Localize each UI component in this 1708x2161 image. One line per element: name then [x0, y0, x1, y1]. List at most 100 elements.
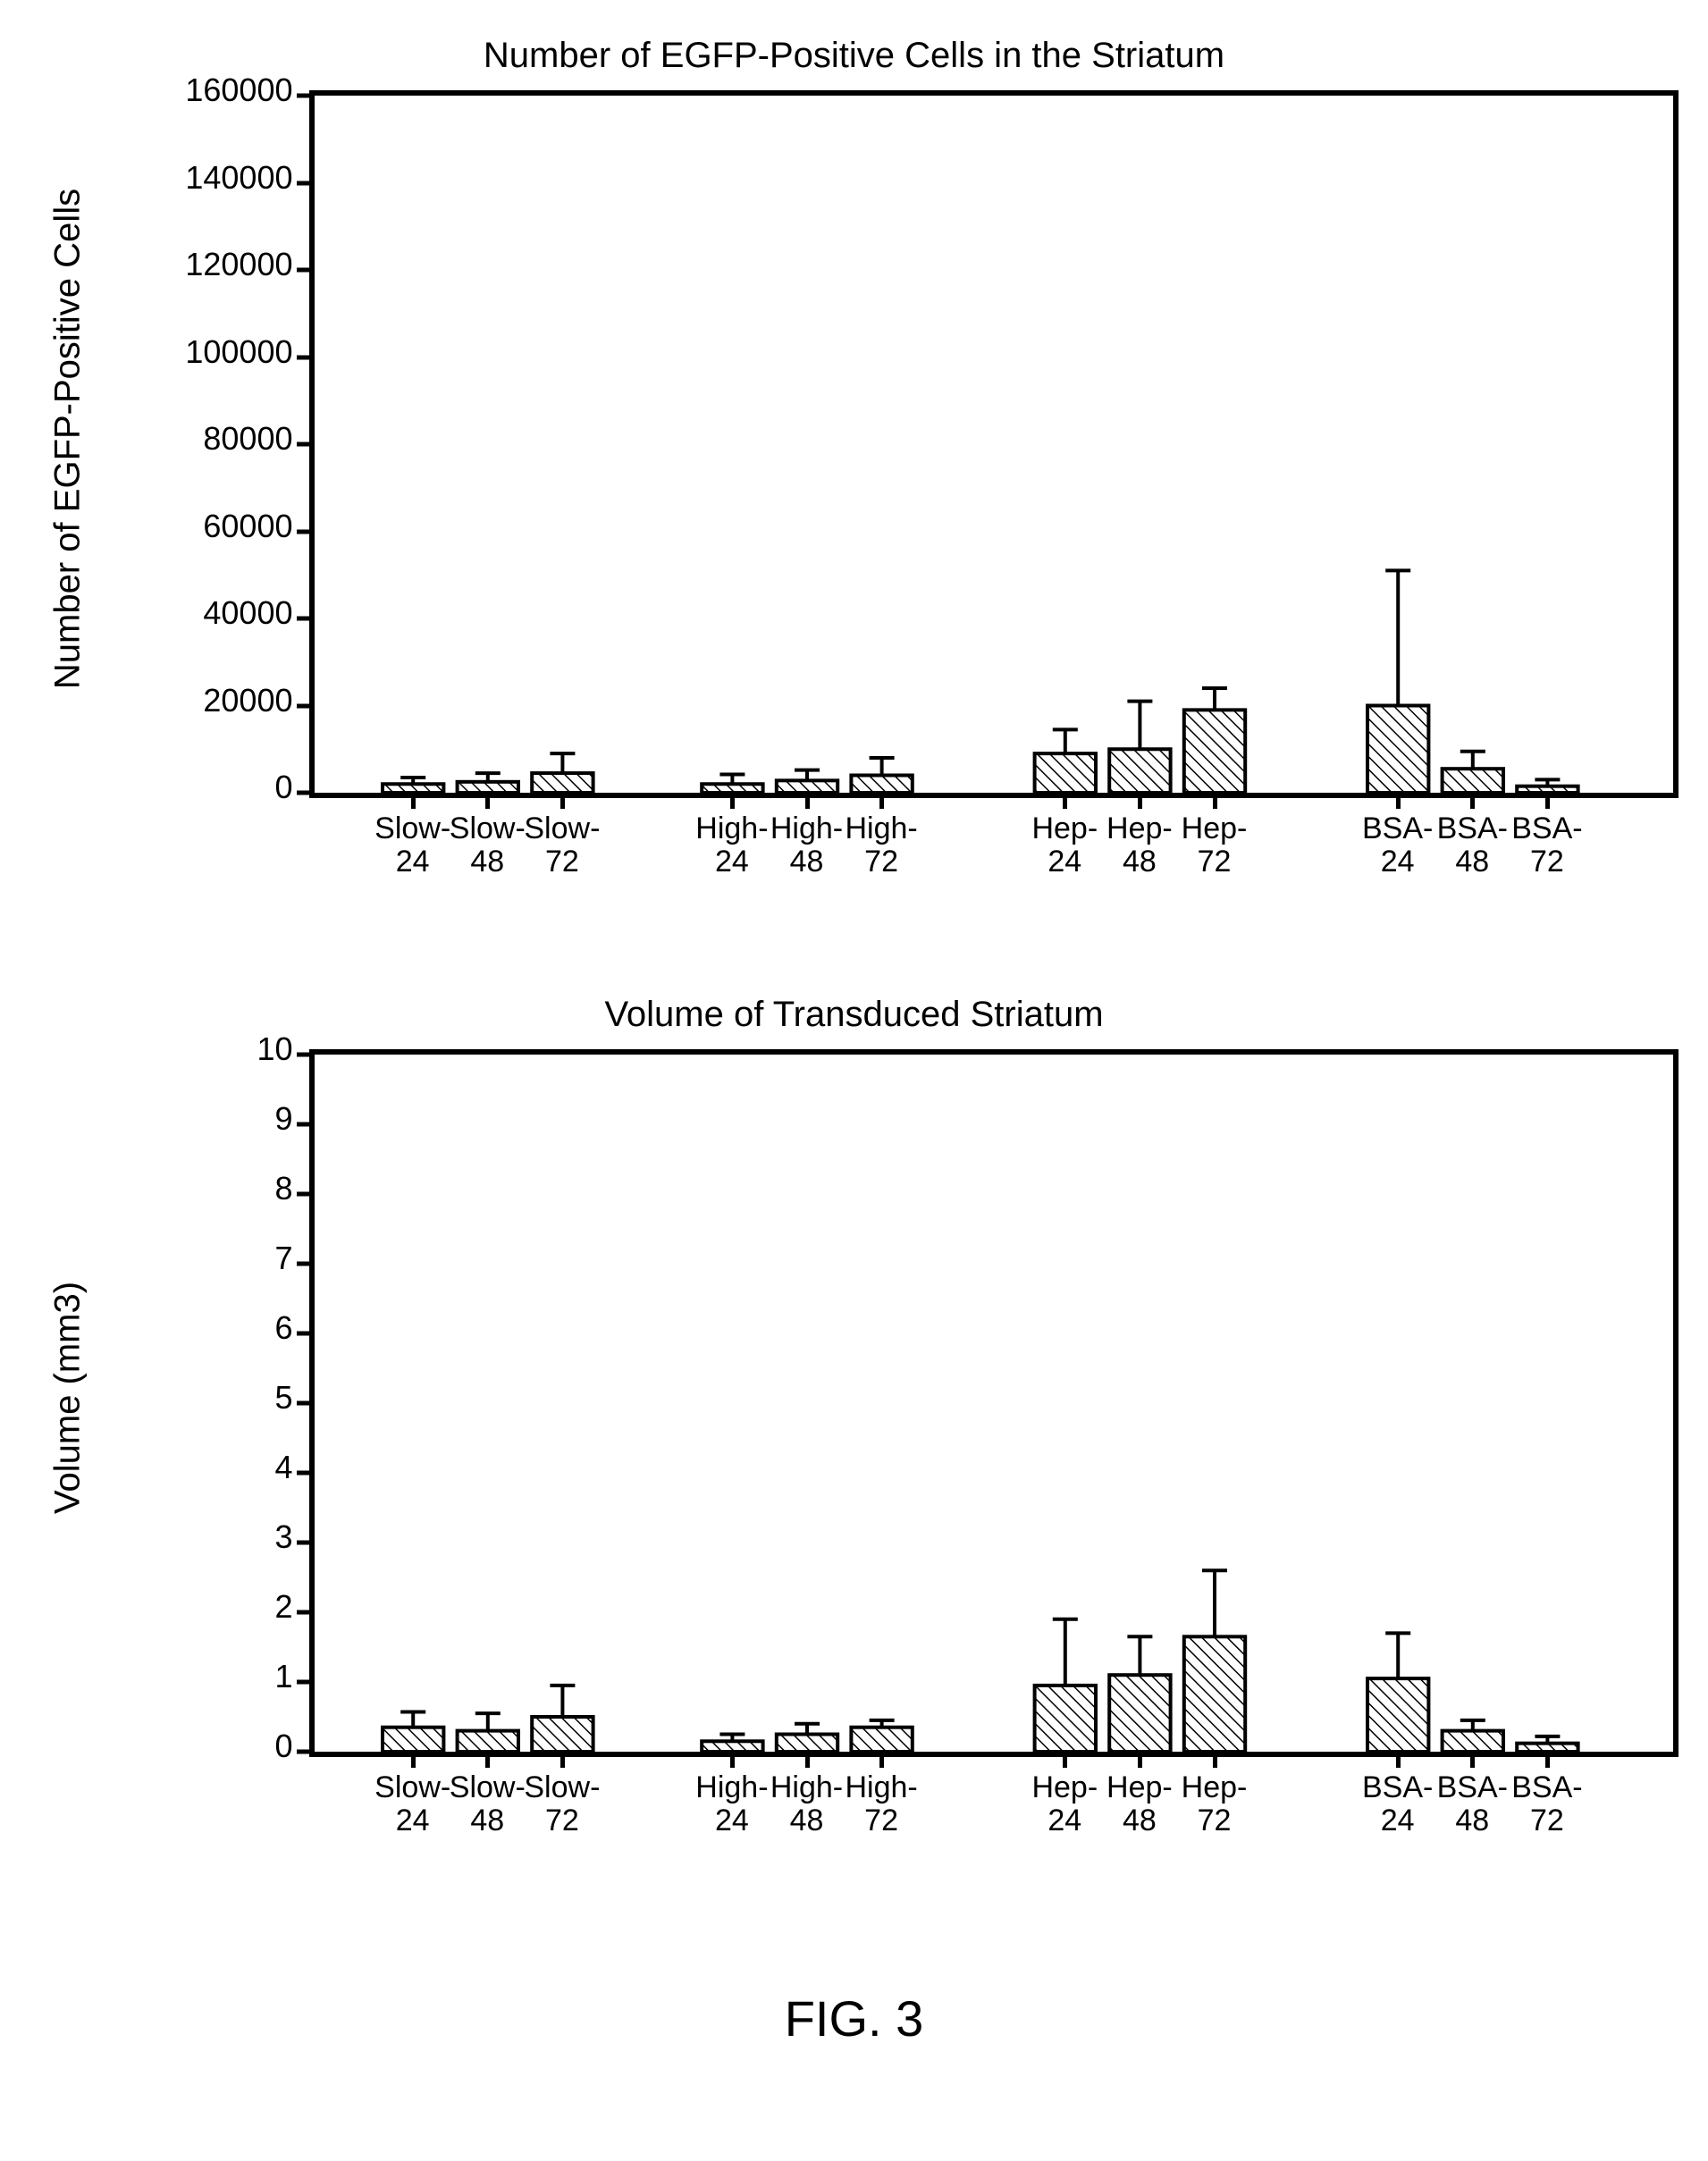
bar: [1109, 1675, 1170, 1752]
x-tick-mark: [411, 1752, 416, 1768]
x-tick-mark: [485, 793, 490, 809]
x-tick-mark: [560, 1752, 565, 1768]
x-tick-mark: [730, 1752, 735, 1768]
x-tick-label: High- 72: [845, 1771, 917, 1838]
y-tick-label: 0: [274, 769, 292, 806]
y-tick-label: 9: [274, 1100, 292, 1138]
x-tick-label: High- 24: [695, 812, 768, 879]
bar: [851, 776, 912, 794]
y-tick-mark: [297, 1541, 315, 1545]
x-tick-mark: [1213, 793, 1217, 809]
bar: [1183, 1636, 1244, 1752]
y-tick-mark: [297, 1680, 315, 1685]
y-tick-label: 160000: [185, 71, 292, 109]
y-tick-mark: [297, 355, 315, 359]
y-tick-label: 40000: [203, 594, 292, 632]
plot-frame: Slow- 24Slow- 48Slow- 72High- 24High- 48…: [309, 90, 1679, 798]
chart-title: Number of EGFP-Positive Cells in the Str…: [41, 36, 1668, 76]
y-tick-mark: [297, 529, 315, 534]
figure-container: Number of EGFP-Positive Cells in the Str…: [41, 36, 1668, 2047]
x-tick-mark: [805, 793, 810, 809]
bar: [383, 784, 443, 793]
x-tick-mark: [560, 793, 565, 809]
x-tick-mark: [1396, 793, 1401, 809]
bar: [1034, 1686, 1095, 1752]
plot-frame: Slow- 24Slow- 48Slow- 72High- 24High- 48…: [309, 1049, 1679, 1757]
y-tick-mark: [297, 1192, 315, 1197]
x-tick-label: BSA- 48: [1437, 1771, 1508, 1838]
x-tick-mark: [1470, 1752, 1475, 1768]
x-tick-label: Hep- 24: [1031, 1771, 1098, 1838]
x-tick-label: Hep- 24: [1031, 812, 1098, 879]
y-tick-mark: [297, 268, 315, 273]
y-tick-mark: [297, 1262, 315, 1266]
x-tick-label: Hep- 72: [1182, 812, 1248, 879]
x-tick-mark: [1138, 1752, 1142, 1768]
y-tick-mark: [297, 1750, 315, 1754]
figure-label: FIG. 3: [41, 1989, 1668, 2047]
y-axis-label: Volume (mm3): [47, 1282, 88, 1514]
bar: [457, 782, 517, 793]
y-tick-mark: [297, 1471, 315, 1476]
x-tick-label: Slow- 48: [450, 1771, 526, 1838]
y-tick-label: 4: [274, 1449, 292, 1486]
y-tick-label: 1: [274, 1658, 292, 1695]
y-tick-label: 8: [274, 1170, 292, 1207]
y-tick-label: 20000: [203, 682, 292, 719]
bar: [1109, 749, 1170, 793]
y-tick-label: 7: [274, 1240, 292, 1277]
y-tick-mark: [297, 94, 315, 98]
x-tick-label: Hep- 48: [1106, 812, 1173, 879]
x-tick-label: Slow- 72: [524, 1771, 600, 1838]
bar: [1442, 1731, 1502, 1752]
x-tick-mark: [730, 793, 735, 809]
x-tick-mark: [879, 1752, 884, 1768]
y-tick-label: 5: [274, 1379, 292, 1417]
bar: [457, 1731, 517, 1752]
x-tick-label: BSA- 48: [1437, 812, 1508, 879]
y-axis-label: Number of EGFP-Positive Cells: [47, 189, 88, 689]
y-tick-label: 60000: [203, 508, 292, 545]
y-tick-mark: [297, 703, 315, 708]
x-tick-label: High- 24: [695, 1771, 768, 1838]
bar: [1517, 1744, 1578, 1752]
y-tick-mark: [297, 1332, 315, 1336]
x-tick-label: Slow- 24: [374, 1771, 450, 1838]
y-tick-mark: [297, 1610, 315, 1615]
y-tick-mark: [297, 442, 315, 447]
x-tick-label: High- 48: [770, 812, 843, 879]
bar: [532, 1717, 593, 1752]
y-tick-mark: [297, 617, 315, 621]
bar: [383, 1728, 443, 1752]
y-tick-label: 10: [257, 1030, 292, 1068]
x-tick-label: BSA- 72: [1511, 1771, 1582, 1838]
x-tick-mark: [1063, 1752, 1067, 1768]
y-tick-label: 0: [274, 1728, 292, 1765]
x-tick-mark: [411, 793, 416, 809]
chart-title: Volume of Transduced Striatum: [41, 995, 1668, 1035]
bar: [702, 784, 762, 793]
x-tick-label: BSA- 24: [1362, 812, 1433, 879]
bar: [1517, 786, 1578, 793]
bar: [1183, 710, 1244, 793]
x-tick-mark: [1396, 1752, 1401, 1768]
x-tick-label: BSA- 24: [1362, 1771, 1433, 1838]
y-tick-label: 6: [274, 1309, 292, 1347]
x-tick-label: Slow- 24: [374, 812, 450, 879]
x-tick-label: Slow- 72: [524, 812, 600, 879]
x-tick-label: High- 48: [770, 1771, 843, 1838]
x-tick-mark: [1138, 793, 1142, 809]
y-tick-label: 80000: [203, 420, 292, 458]
bars-svg: [315, 1055, 1673, 1752]
y-tick-mark: [297, 1123, 315, 1127]
x-tick-label: BSA- 72: [1511, 812, 1582, 879]
bar: [776, 780, 837, 793]
chart-1: Volume of Transduced Striatum Volume (mm3…: [41, 995, 1668, 1882]
bar: [532, 773, 593, 793]
y-tick-mark: [297, 791, 315, 795]
bar: [1034, 753, 1095, 793]
x-tick-label: High- 72: [845, 812, 917, 879]
y-tick-mark: [297, 1401, 315, 1406]
bar: [1367, 1678, 1428, 1752]
bar: [776, 1735, 837, 1753]
